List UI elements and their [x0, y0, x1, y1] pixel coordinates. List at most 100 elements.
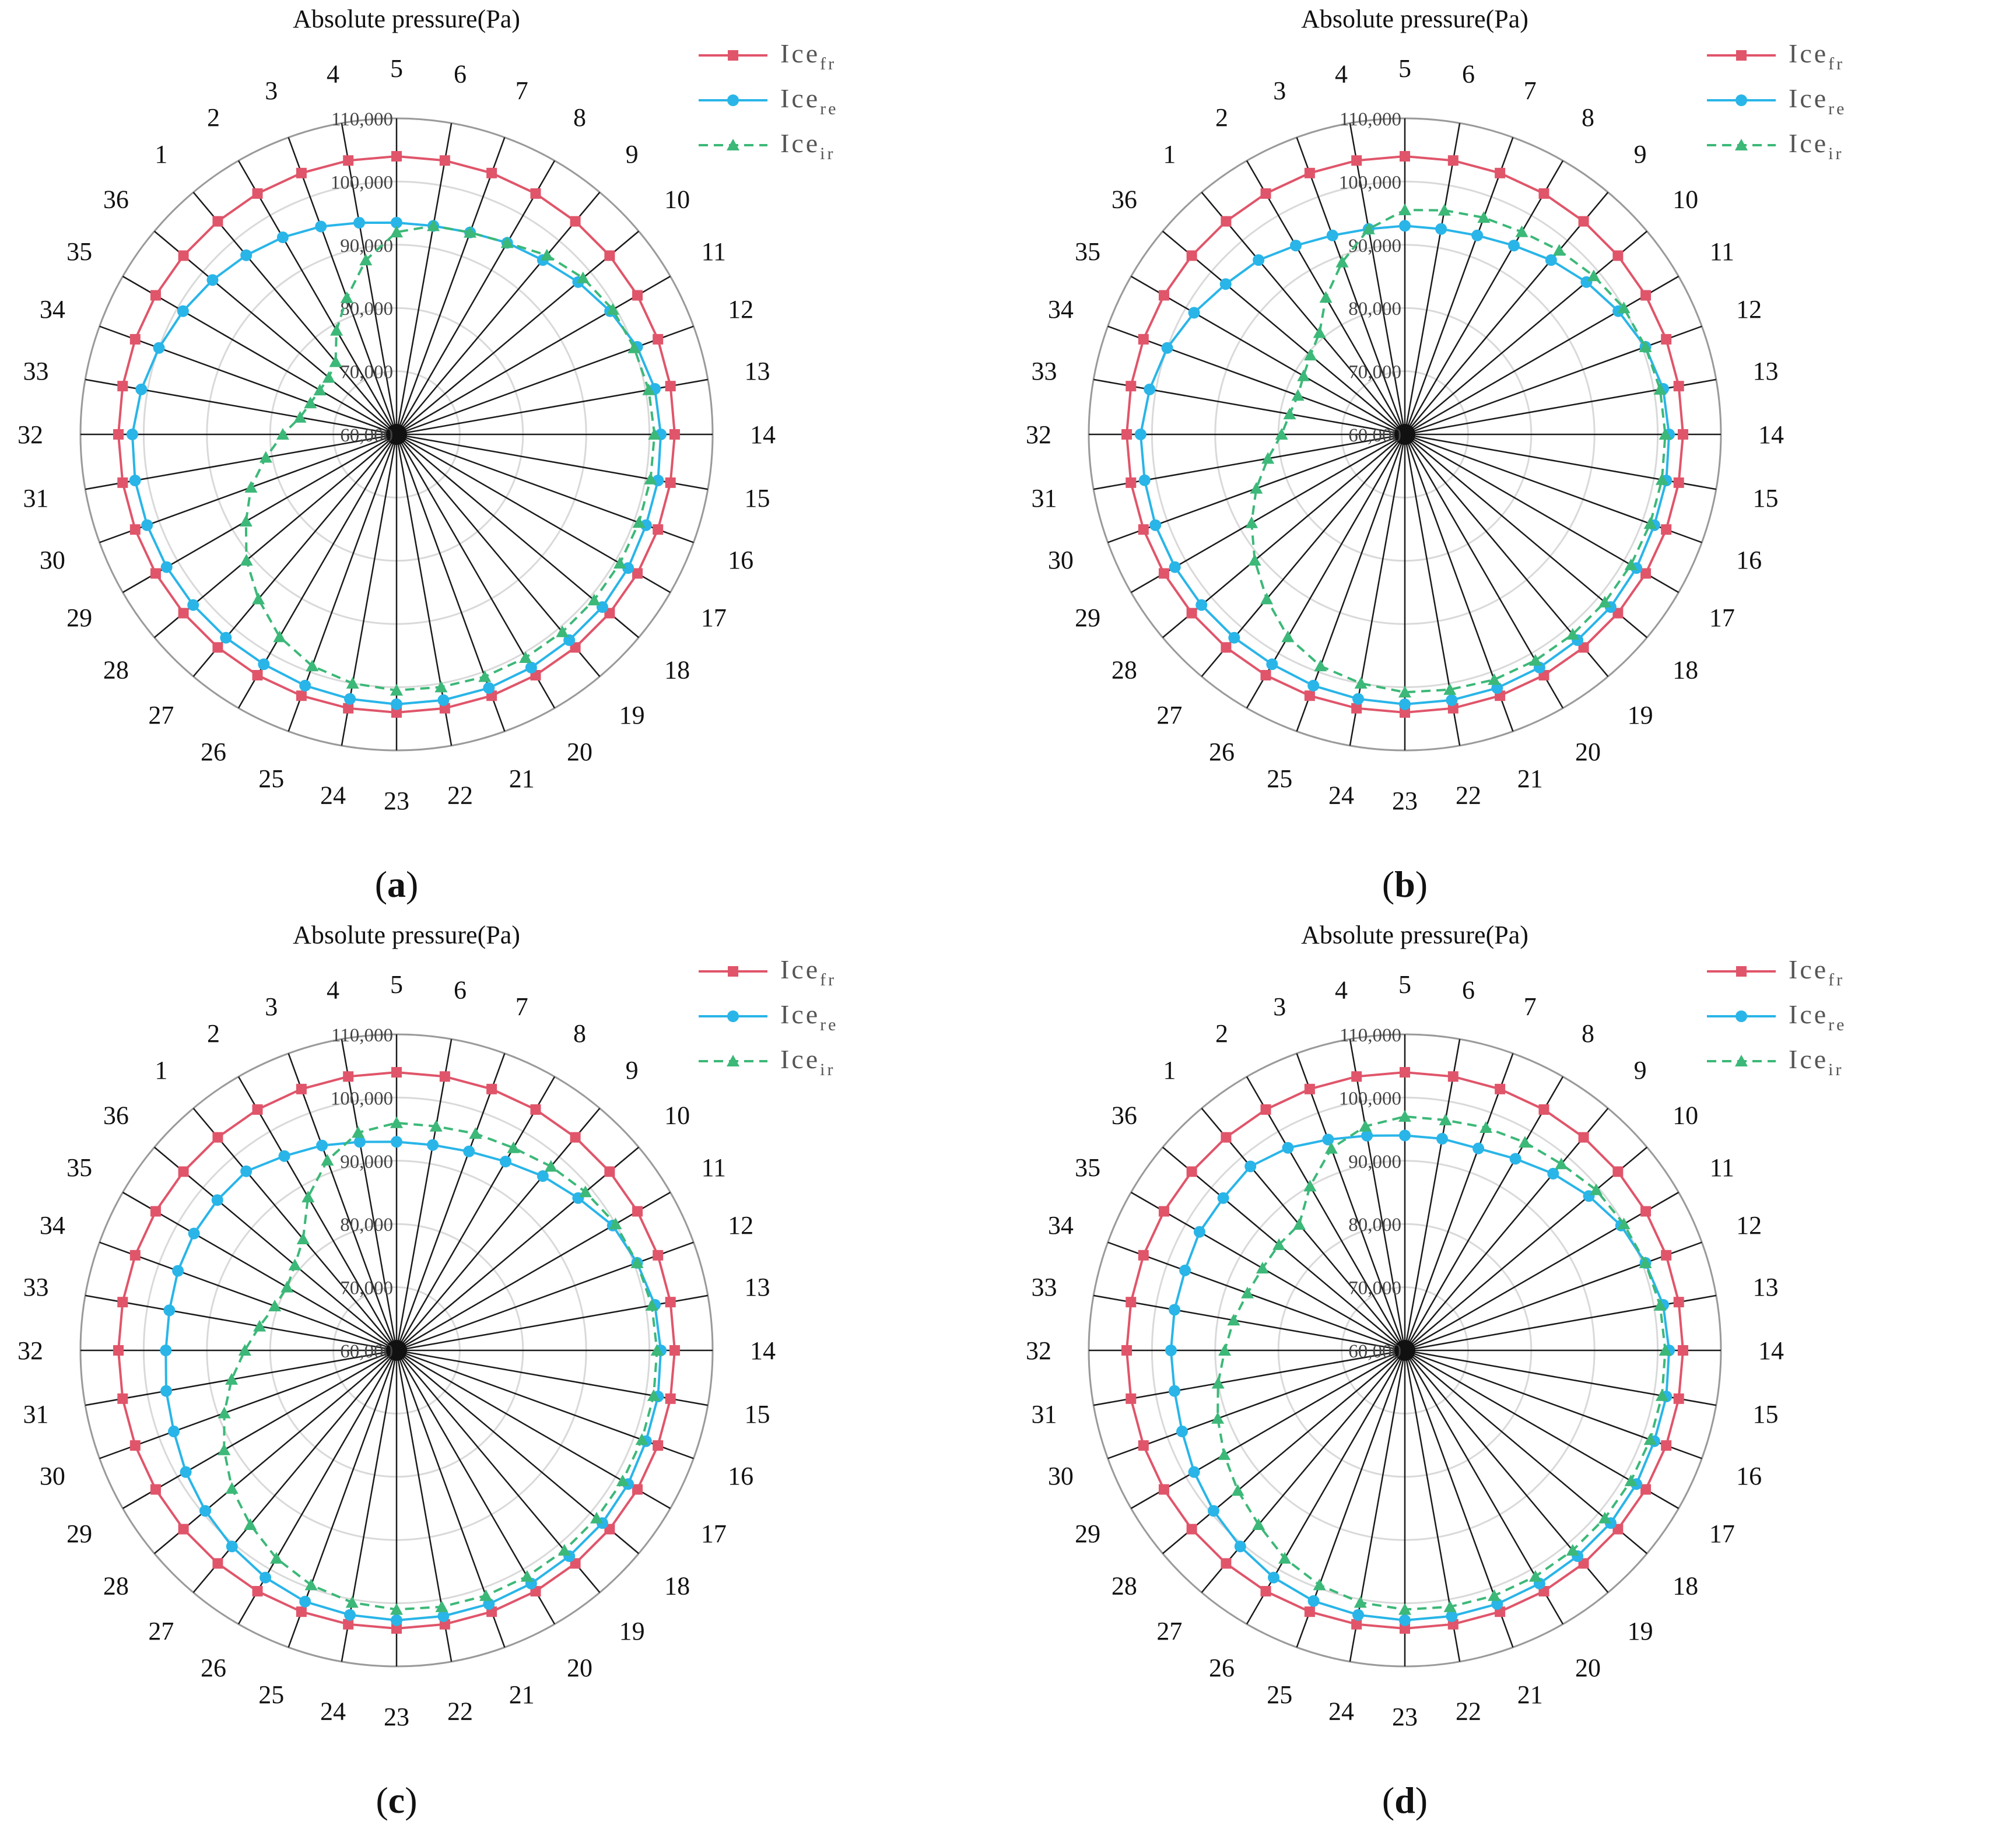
- series-fr: [1121, 151, 1688, 718]
- data-point-fr: [113, 429, 124, 440]
- spoke: [237, 160, 398, 435]
- legend: Icefr Icere Iceir: [699, 38, 836, 163]
- data-point-ir: [1566, 1543, 1579, 1556]
- angular-tick-label: 34: [1048, 295, 1074, 324]
- angular-tick-label: 18: [664, 1572, 690, 1601]
- data-point-ir: [1211, 1412, 1225, 1424]
- spoke: [1404, 123, 1461, 435]
- data-point-ir: [429, 1119, 443, 1132]
- data-point-ir: [390, 226, 403, 238]
- data-point-re: [1161, 342, 1173, 354]
- data-point-ir: [238, 1344, 251, 1356]
- data-point-ir: [1515, 225, 1528, 237]
- series-ir: [239, 219, 661, 696]
- angular-tick-label: 29: [1075, 1519, 1100, 1548]
- spoke: [396, 1191, 671, 1352]
- angular-tick-label: 14: [750, 1336, 776, 1365]
- data-point-ir: [1359, 1119, 1372, 1132]
- data-point-re: [126, 429, 138, 440]
- legend-marker: [727, 139, 739, 150]
- data-point-ir: [635, 1433, 648, 1445]
- data-point-fr: [486, 1083, 497, 1094]
- radial-tick-label: 90,000: [1348, 1152, 1401, 1173]
- data-point-fr: [252, 188, 263, 199]
- angular-tick-label: 17: [1709, 603, 1735, 632]
- data-point-fr: [178, 1524, 189, 1535]
- data-point-fr: [117, 381, 128, 392]
- data-point-re: [1435, 223, 1447, 235]
- data-point-fr: [1221, 216, 1232, 227]
- data-point-ir: [270, 1552, 283, 1564]
- data-point-ir: [304, 396, 317, 409]
- data-point-fr: [1304, 690, 1315, 701]
- data-point-re: [1165, 1345, 1177, 1356]
- angular-tick-label: 18: [1673, 1572, 1698, 1601]
- data-point-fr: [1221, 1558, 1232, 1569]
- data-point-re: [1169, 1304, 1181, 1316]
- data-point-fr: [604, 1166, 615, 1177]
- angular-tick-label: 36: [103, 1101, 129, 1129]
- data-point-ir: [281, 1280, 294, 1293]
- angular-tick-label: 2: [207, 103, 220, 132]
- data-point-re: [1169, 561, 1181, 573]
- angular-tick-label: 32: [1026, 420, 1051, 449]
- angular-tick-label: 5: [390, 54, 403, 83]
- angular-tick-label: 10: [1673, 185, 1698, 213]
- data-point-ir: [1488, 673, 1501, 685]
- data-point-fr: [296, 690, 307, 701]
- data-point-fr: [1186, 608, 1197, 619]
- data-point-re: [1253, 254, 1265, 266]
- angular-tick-label: 31: [1032, 484, 1057, 513]
- data-point-fr: [1304, 1606, 1315, 1617]
- data-point-ir: [1528, 654, 1542, 666]
- spoke: [1107, 1241, 1405, 1352]
- data-point-re: [172, 1265, 184, 1277]
- panel-tag: (a): [375, 864, 419, 905]
- data-point-fr: [665, 477, 676, 488]
- data-point-re: [1268, 1571, 1280, 1584]
- spoke: [154, 1146, 397, 1351]
- data-point-ir: [1362, 222, 1375, 234]
- data-point-re: [160, 1345, 172, 1356]
- angular-tick-label: 15: [1752, 484, 1778, 513]
- data-point-ir: [268, 1299, 282, 1311]
- angular-tick-label: 6: [1462, 60, 1475, 89]
- angular-tick-label: 12: [1736, 295, 1762, 324]
- legend-entry: Iceir: [1789, 1044, 1843, 1079]
- data-point-ir: [1655, 473, 1668, 485]
- data-point-fr: [1186, 1166, 1197, 1177]
- data-point-ir: [1292, 1218, 1306, 1230]
- data-point-fr: [1673, 477, 1684, 488]
- angular-tick-label: 26: [1209, 1654, 1235, 1682]
- angular-tick-label: 23: [1392, 1703, 1418, 1731]
- data-point-re: [199, 1505, 211, 1517]
- angular-tick-label: 19: [1628, 1617, 1653, 1645]
- angular-tick-label: 23: [384, 1703, 409, 1731]
- data-point-re: [1471, 229, 1484, 241]
- angular-tick-label: 28: [103, 1572, 129, 1601]
- angular-tick-label: 23: [1392, 787, 1418, 815]
- data-point-ir: [507, 1141, 520, 1153]
- angular-tick-label: 24: [320, 781, 346, 809]
- angular-tick-label: 16: [728, 1462, 753, 1490]
- data-point-fr: [570, 216, 581, 227]
- data-point-fr: [1661, 1250, 1672, 1261]
- data-point-fr: [1138, 334, 1149, 345]
- angular-tick-label: 8: [573, 103, 586, 132]
- legend-marker: [1736, 50, 1747, 61]
- spoke: [396, 1241, 694, 1352]
- spoke: [1404, 160, 1564, 435]
- data-point-fr: [1260, 1586, 1271, 1597]
- data-point-re: [1436, 1133, 1448, 1145]
- data-point-ir: [1313, 326, 1326, 338]
- data-point-re: [187, 599, 199, 611]
- data-point-ir: [1617, 301, 1631, 314]
- spoke: [396, 230, 639, 435]
- data-point-re: [499, 1156, 511, 1168]
- angular-tick-label: 15: [744, 484, 770, 513]
- spoke: [396, 325, 694, 436]
- data-point-re: [1326, 229, 1338, 241]
- data-point-re: [483, 1598, 495, 1610]
- radial-tick-label: 60,000: [340, 1341, 393, 1362]
